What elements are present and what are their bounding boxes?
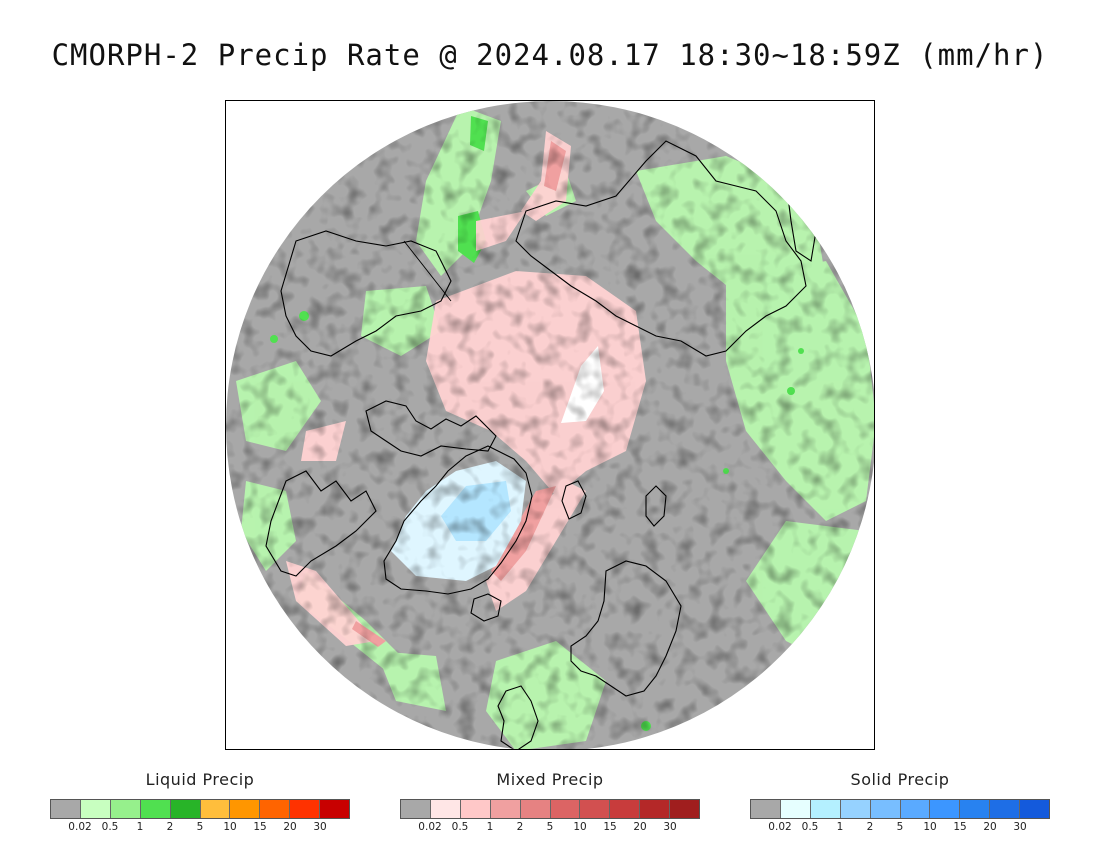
legend-swatch: [810, 800, 841, 818]
novaya-zemlya-coastline: [645, 485, 667, 527]
legend-solid-title: Solid Precip: [850, 770, 950, 789]
legend-tick-label: 15: [953, 821, 967, 833]
legend-liquid-ticks: 0.02 0.5 1 2 5 10 15 20 30: [50, 819, 350, 833]
legend-liquid-title: Liquid Precip: [145, 770, 255, 789]
legend-tick-label: 20: [633, 821, 647, 833]
legend-liquid-bar: [50, 799, 350, 819]
polar-map[interactable]: [225, 100, 875, 750]
legend-tick-label: 20: [983, 821, 997, 833]
legend-swatch: [401, 800, 431, 818]
legend-tick-label: 10: [573, 821, 587, 833]
hudson-region-coastline: [265, 470, 377, 577]
british-isles-coastline: [497, 685, 539, 749]
legend-mixed-ticks: 0.02 0.5 1 2 5 10 15 20 30: [400, 819, 700, 833]
greenland-coastline: [383, 445, 533, 595]
legend-tick-label: 2: [866, 821, 874, 833]
legend-swatch: [960, 800, 991, 818]
legend-swatch: [290, 800, 321, 818]
legend-tick-label: 5: [896, 821, 904, 833]
polar-map-canvas: [226, 101, 874, 749]
map-title: CMORPH-2 Precip Rate @ 2024.08.17 18:30~…: [51, 38, 1049, 72]
legend-swatch: [1020, 800, 1050, 818]
legend-swatch: [230, 800, 261, 818]
legend-liquid: Liquid Precip 0.02 0.5 1 2 5 10 15 20 30: [50, 770, 350, 833]
legend-swatch: [200, 800, 231, 818]
iceland-coastline: [470, 593, 502, 622]
legend-swatch: [990, 800, 1021, 818]
legend-swatch: [610, 800, 641, 818]
legend-swatch: [640, 800, 671, 818]
legend-swatch: [51, 800, 81, 818]
scandinavia-coastline: [570, 560, 682, 697]
legend-tick-label: 0.02: [418, 821, 442, 833]
legend-tick-label: 30: [313, 821, 327, 833]
legend-tick-label: 2: [516, 821, 524, 833]
precip-speckle: [226, 101, 874, 749]
legend-swatch: [80, 800, 111, 818]
legend-solid-bar: [750, 799, 1050, 819]
legend-swatch: [670, 800, 700, 818]
legend-mixed-title: Mixed Precip: [496, 770, 604, 789]
legend-swatch: [490, 800, 521, 818]
canadian-archipelago-coastline: [365, 400, 497, 457]
legend-swatch: [900, 800, 931, 818]
siberia-coastline: [515, 140, 807, 357]
legend-tick-label: 0.5: [801, 821, 819, 833]
legend-swatch: [260, 800, 291, 818]
legend-tick-label: 0.02: [768, 821, 792, 833]
legend-swatch: [460, 800, 491, 818]
legend-mixed-bar: [400, 799, 700, 819]
legend-tick-label: 15: [253, 821, 267, 833]
legend-tick-label: 0.5: [451, 821, 469, 833]
legend-swatch: [840, 800, 871, 818]
legend-swatch: [520, 800, 551, 818]
legend-swatch: [110, 800, 141, 818]
legend-solid-ticks: 0.02 0.5 1 2 5 10 15 20 30: [750, 819, 1050, 833]
legend-mixed: Mixed Precip 0.02 0.5 1 2 5 10 15 20 30: [400, 770, 700, 833]
legend-swatch: [751, 800, 781, 818]
coastlines: [265, 140, 817, 749]
legend-swatch: [930, 800, 961, 818]
legend-tick-label: 0.5: [101, 821, 119, 833]
legend-swatch: [580, 800, 611, 818]
legend-solid: Solid Precip 0.02 0.5 1 2 5 10 15 20 30: [750, 770, 1050, 833]
legend-tick-label: 5: [196, 821, 204, 833]
legend-tick-label: 15: [603, 821, 617, 833]
legend-tick-label: 5: [546, 821, 554, 833]
legend-tick-label: 1: [136, 821, 144, 833]
legend-tick-label: 10: [923, 821, 937, 833]
legend-tick-label: 1: [486, 821, 494, 833]
legend-tick-label: 10: [223, 821, 237, 833]
legend-swatch: [870, 800, 901, 818]
svalbard-coastline: [561, 480, 587, 520]
legend-tick-label: 1: [836, 821, 844, 833]
legend-swatch: [550, 800, 581, 818]
legend-swatch: [140, 800, 171, 818]
legend-tick-label: 0.02: [68, 821, 92, 833]
legend-tick-label: 30: [1013, 821, 1027, 833]
legend-swatch: [430, 800, 461, 818]
legend-tick-label: 2: [166, 821, 174, 833]
legend-tick-label: 30: [663, 821, 677, 833]
legend-swatch: [780, 800, 811, 818]
legend-swatch: [170, 800, 201, 818]
legend-tick-label: 20: [283, 821, 297, 833]
alaska-coastline: [280, 230, 452, 357]
legend-swatch: [320, 800, 350, 818]
us-canada-border: [403, 240, 452, 302]
